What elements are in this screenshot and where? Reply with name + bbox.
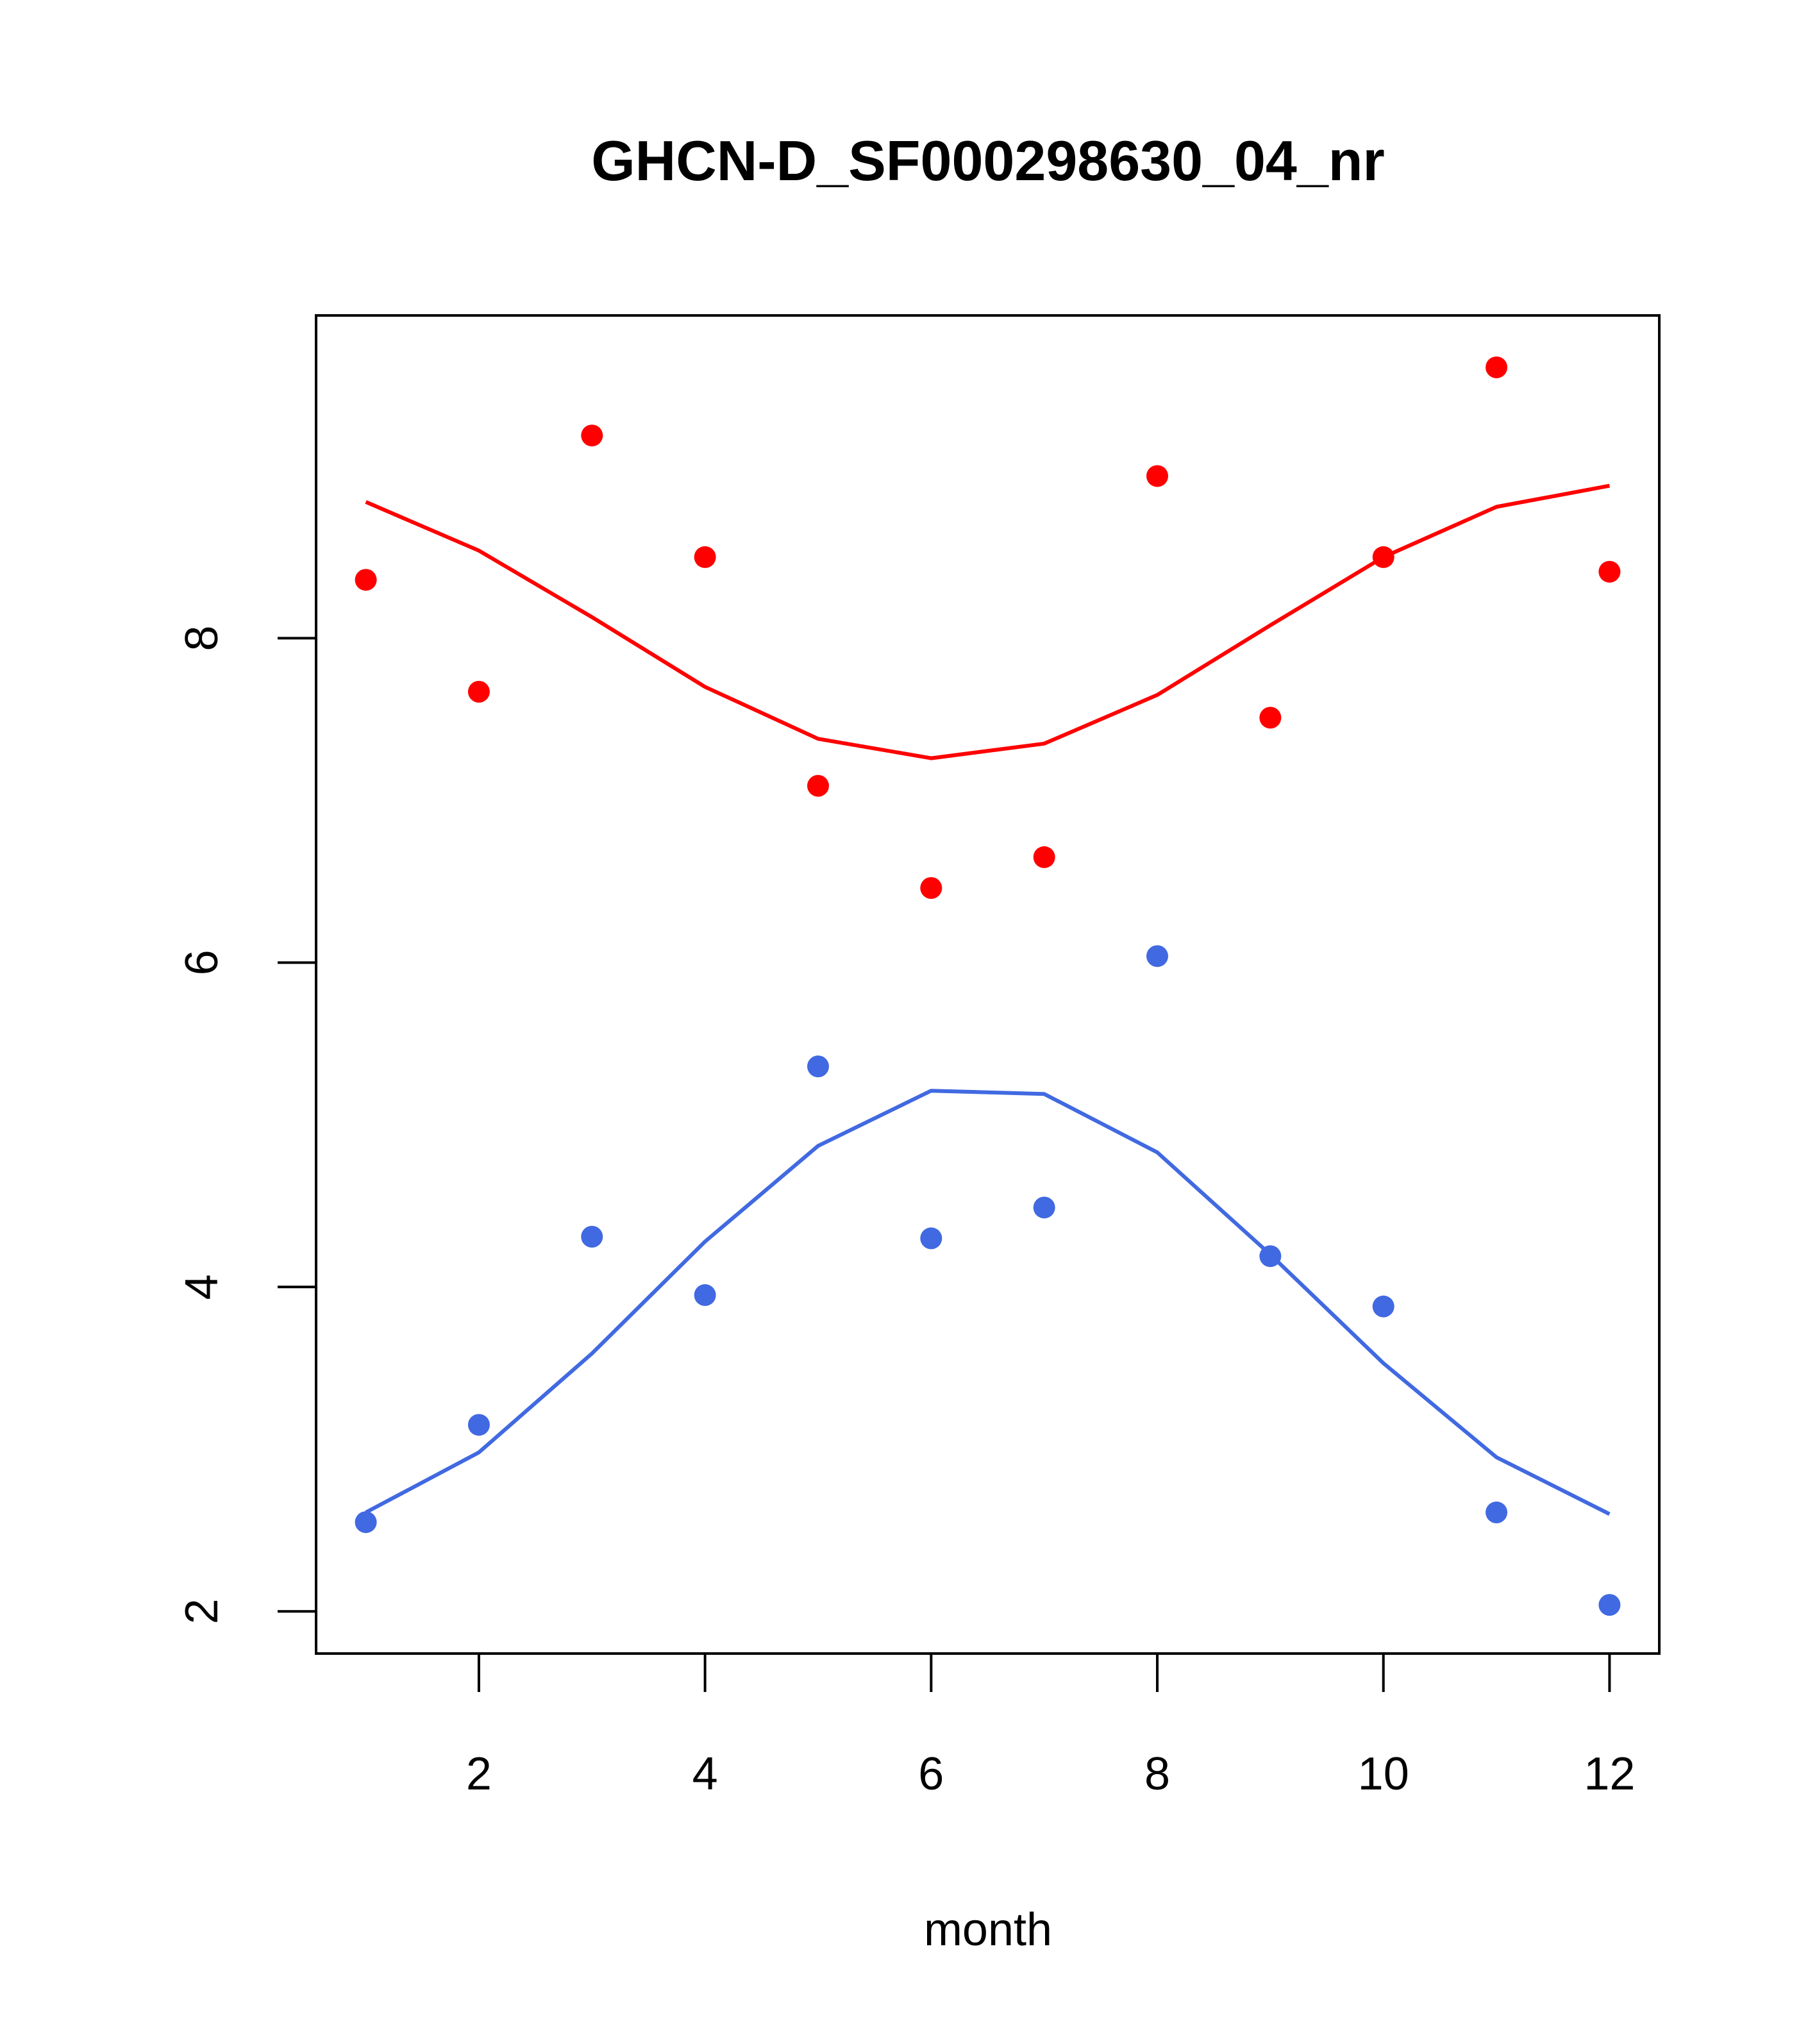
x-tick-label: 12 — [1584, 1748, 1635, 1800]
data-point — [355, 569, 377, 591]
data-point — [1259, 707, 1282, 729]
series-layer — [355, 356, 1621, 1616]
data-point — [581, 1225, 603, 1248]
x-axis: 2 4 6 8 10 12 — [466, 1652, 1635, 1800]
data-point — [1372, 1295, 1394, 1318]
data-point — [694, 546, 716, 568]
data-point — [920, 1227, 942, 1250]
data-point — [1033, 1196, 1055, 1219]
data-point — [467, 1414, 490, 1436]
series-line — [365, 483, 1610, 760]
data-point — [807, 1055, 829, 1078]
y-tick-label: 8 — [176, 625, 228, 651]
x-tick-label: 10 — [1358, 1748, 1409, 1800]
data-point — [355, 1511, 377, 1534]
plot-frame — [315, 314, 1661, 1655]
x-tick-label: 2 — [466, 1748, 492, 1800]
y-tick-label: 6 — [176, 950, 228, 975]
data-point — [807, 775, 829, 797]
series-line — [365, 1089, 1611, 1516]
x-tick-label: 4 — [692, 1748, 718, 1800]
data-point — [920, 876, 942, 899]
data-point — [1146, 465, 1169, 487]
data-point — [1598, 1594, 1621, 1616]
data-point — [1598, 560, 1621, 583]
data-point — [1486, 1501, 1508, 1523]
data-point — [581, 424, 603, 447]
y-tick-label: 4 — [176, 1274, 228, 1300]
y-tick-label: 2 — [176, 1598, 228, 1624]
x-axis-label: month — [924, 1904, 1052, 1956]
y-axis: 2 4 6 8 — [176, 625, 317, 1624]
data-point — [467, 680, 490, 703]
data-point — [694, 1284, 716, 1306]
data-point — [1146, 945, 1169, 968]
data-point — [1033, 846, 1055, 868]
data-point — [1486, 356, 1508, 378]
chart-title: GHCN-D_SF000298630_04_nr — [591, 129, 1385, 192]
x-tick-label: 6 — [918, 1748, 944, 1800]
x-tick-label: 8 — [1144, 1748, 1170, 1800]
